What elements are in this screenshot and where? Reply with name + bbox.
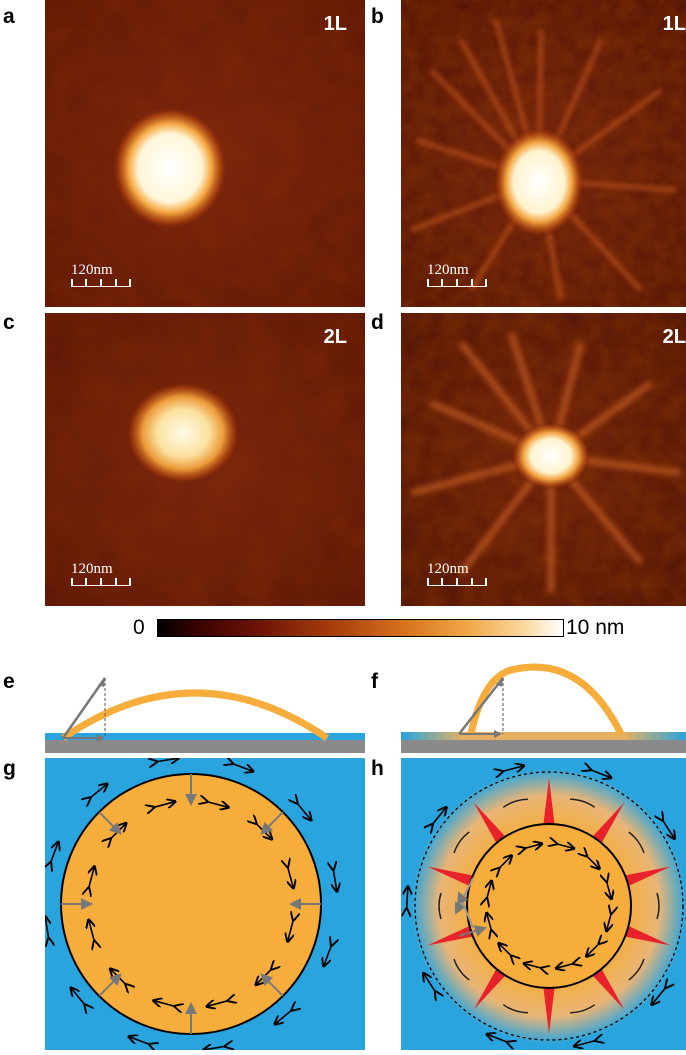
diagram-h-topview <box>401 758 686 1050</box>
panel-label-d: d <box>371 312 384 333</box>
panel-label-a: a <box>3 6 15 27</box>
scale-bar-c: 120nm <box>71 562 131 586</box>
scale-text-c: 120nm <box>71 562 131 577</box>
afm-image-d: 2L 120nm <box>401 313 686 606</box>
panel-label-b: b <box>371 6 384 27</box>
diagram-f-profile <box>401 648 686 753</box>
diagram-g-topview <box>45 758 365 1050</box>
afm-image-b: 1L 120nm <box>401 0 686 307</box>
scale-text-b: 120nm <box>427 263 487 278</box>
scale-bar-a: 120nm <box>71 263 131 287</box>
afm-image-c: 2L 120nm <box>45 313 365 606</box>
scale-bar-b: 120nm <box>427 263 487 287</box>
panel-label-e: e <box>3 671 15 692</box>
layer-label-a: 1L <box>324 14 347 34</box>
panel-label-h: h <box>371 758 384 779</box>
scale-text-d: 120nm <box>427 562 487 577</box>
colorbar-min-label: 0 <box>133 617 145 638</box>
panel-label-f: f <box>371 671 378 692</box>
layer-label-c: 2L <box>324 327 347 347</box>
layer-label-d: 2L <box>663 327 686 347</box>
scale-bar-d: 120nm <box>427 562 487 586</box>
afm-image-a: 1L 120nm <box>45 0 365 307</box>
colorbar <box>157 619 564 637</box>
layer-label-b: 1L <box>663 14 686 34</box>
panel-label-c: c <box>3 312 15 333</box>
colorbar-max-label: 10 nm <box>566 617 624 638</box>
scale-text-a: 120nm <box>71 263 131 278</box>
panel-label-g: g <box>3 758 16 779</box>
diagram-e-profile <box>45 648 365 753</box>
bubble-core <box>467 824 631 988</box>
